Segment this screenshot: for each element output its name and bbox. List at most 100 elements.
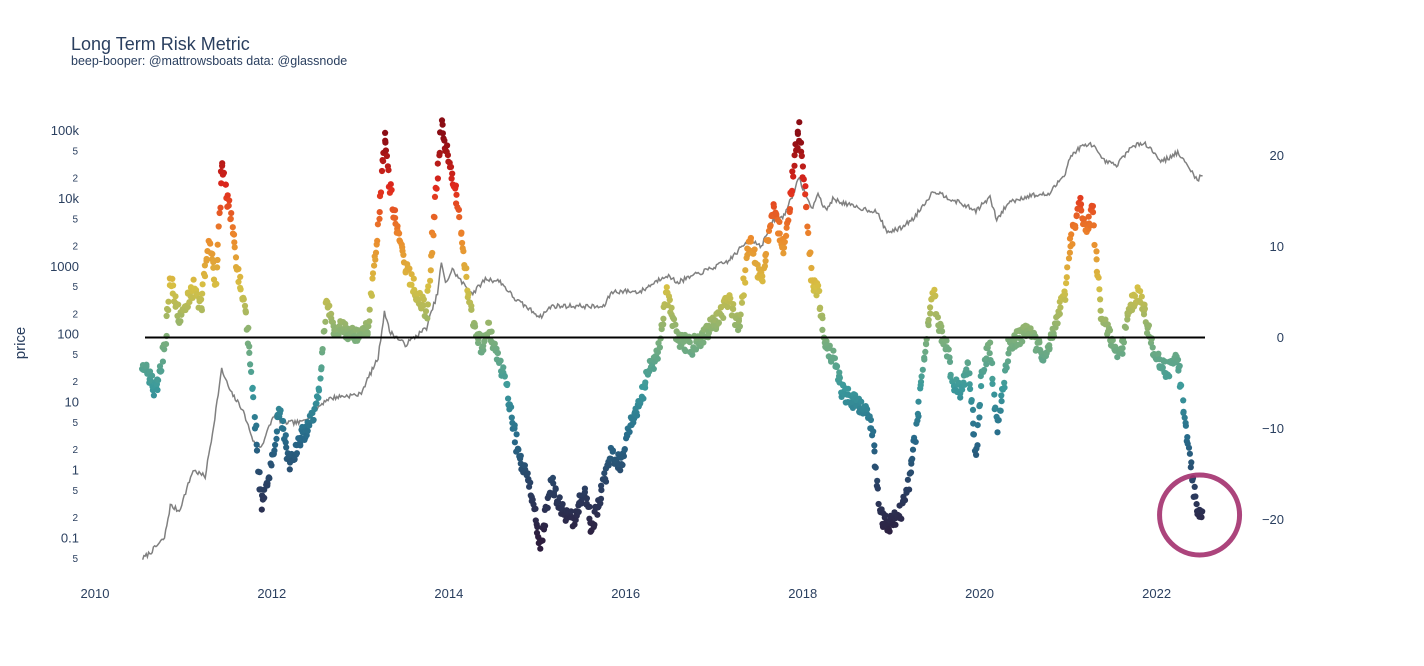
price-line [141,140,1203,560]
risk-dot [318,364,325,371]
risk-dot [1089,209,1097,216]
risk-dot [1159,364,1166,371]
risk-dot [214,241,221,248]
risk-dot [458,229,465,236]
risk-dot [830,347,837,354]
risk-dot [198,296,205,303]
risk-dot [917,382,924,389]
risk-dot [987,339,994,346]
risk-dot [997,407,1004,414]
risk-dot [529,496,536,503]
risk-dot [922,348,929,355]
y-minor-tick-label: 5 [72,486,78,497]
risk-dot [602,478,610,485]
risk-dot [1091,241,1098,249]
risk-dot [422,308,430,315]
risk-dot [875,500,882,508]
risk-dot [175,301,182,308]
y-minor-tick-label: 2 [72,377,78,388]
risk-dot [742,279,749,286]
risk-dot [591,521,598,528]
risk-dot [1036,339,1043,346]
risk-dot [1061,291,1069,298]
risk-dot [410,275,417,282]
risk-dot [501,372,508,379]
risk-dot [1161,358,1168,365]
risk-dot [620,453,628,460]
risk-dot [374,237,381,244]
risk-dot [468,306,475,313]
risk-dot [759,273,766,280]
risk-dot [1019,338,1026,345]
risk-dot [231,244,238,251]
risk-dot [1065,255,1073,262]
risk-dot [803,204,810,211]
risk-dot [1185,444,1193,451]
risk-dot [382,139,389,146]
risk-dot [1001,379,1008,386]
risk-dot [650,365,657,372]
risk-dot [1097,307,1104,314]
y-minor-tick-label: 2 [72,309,78,320]
risk-dot [1096,286,1103,293]
risk-dot [1003,364,1010,371]
risk-dot [225,202,232,209]
risk-dot [872,464,879,471]
y-minor-tick-label: 5 [72,350,78,361]
risk-dot [455,206,462,213]
risk-dot [724,303,731,311]
risk-dot [280,425,287,432]
risk-dot [794,128,801,135]
risk-dot [369,275,376,282]
risk-dot [256,469,263,476]
risk-dot [727,295,734,302]
y-tick-label: 0.1 [61,530,79,545]
risk-dot [439,130,446,137]
risk-dot [640,395,647,402]
y-tick-label: 100k [51,123,80,138]
risk-dot [973,451,980,458]
risk-dot [408,281,415,288]
risk-dot [918,373,925,380]
y-minor-tick-label: 2 [72,173,78,184]
risk-dot [762,257,769,265]
risk-dot [1186,450,1193,457]
risk-marker-series [139,117,1206,552]
risk-dot [439,121,446,128]
risk-dot [808,264,815,272]
risk-dot [315,387,323,394]
risk-dot [575,508,582,516]
risk-dot [253,447,261,454]
risk-dot [989,380,996,387]
risk-dot [1063,280,1070,287]
risk-dot [342,320,349,327]
risk-dot [583,495,591,502]
risk-dot [1140,311,1148,318]
risk-dot [190,276,197,283]
risk-dot [617,467,624,474]
risk-dot [1057,304,1064,311]
risk-dot [785,217,792,224]
risk-dot [264,482,271,489]
risk-dot [802,191,809,198]
risk-dot [921,354,928,361]
risk-dot [751,246,758,253]
risk-dot [429,249,436,257]
risk-dot [452,182,459,189]
risk-dot [1199,508,1206,515]
risk-dot [247,361,254,368]
risk-dot [666,296,673,304]
risk-dot [609,447,617,454]
risk-dot [747,234,755,242]
risk-dot [1068,231,1075,238]
risk-dot [976,403,983,410]
risk-dot [1193,501,1200,508]
risk-dot [742,267,749,274]
risk-dot [465,291,472,298]
risk-dot [1137,288,1144,295]
risk-dot [807,249,814,256]
risk-dot [463,265,470,272]
risk-dot [463,273,470,280]
risk-dot [1191,483,1198,490]
risk-dot [271,447,278,454]
